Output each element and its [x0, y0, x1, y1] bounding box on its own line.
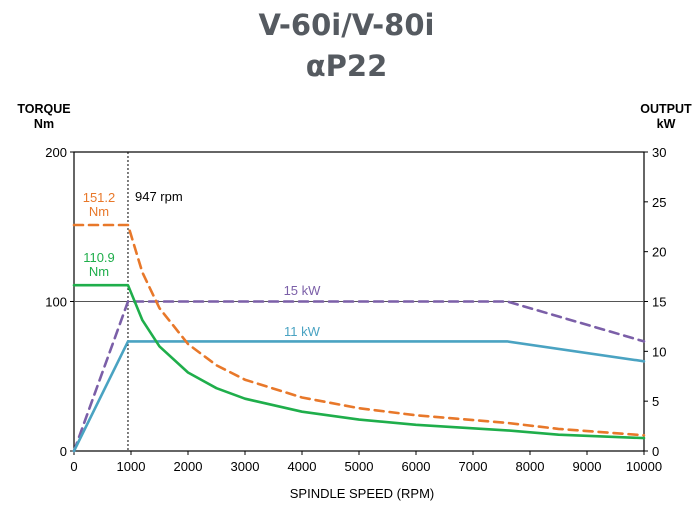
x-tick-label: 1000	[117, 459, 146, 474]
x-tick-label: 8000	[516, 459, 545, 474]
base-speed-label: 947 rpm	[135, 189, 183, 204]
y-right-tick-label: 25	[652, 195, 666, 210]
y-left-tick-label: 0	[60, 444, 67, 459]
x-tick-label: 9000	[573, 459, 602, 474]
series-line-power-15-kw	[72, 300, 646, 453]
y-right-tick-label: 5	[652, 394, 659, 409]
series-line-torque-110-9-nm	[72, 283, 646, 440]
power-low-label: 11 kW	[284, 324, 321, 339]
chart-subtitle: αP22	[305, 49, 388, 83]
torque-high-value-label: 151.2	[83, 190, 116, 205]
y-left-tick-label: 200	[45, 145, 67, 160]
y-left-tick-label: 100	[45, 295, 67, 310]
x-tick-label: 2000	[174, 459, 203, 474]
axis-ticks: 0 1000 2000 3000 4000 5000 6000 7000 8000 9000 100…	[45, 145, 666, 474]
series-line-power-11-kw	[72, 340, 646, 453]
torque-low-unit-label: Nm	[89, 264, 109, 279]
torque-high-unit-label: Nm	[89, 204, 109, 219]
x-tick-label: 4000	[288, 459, 317, 474]
chart-title: V-60i/V-80i	[258, 8, 435, 42]
x-axis-title: SPINDLE SPEED (RPM)	[290, 486, 434, 501]
x-tick-label: 5000	[345, 459, 374, 474]
x-tick-label: 3000	[231, 459, 260, 474]
y-right-axis-title-line1: OUTPUT	[640, 102, 692, 116]
y-right-axis-title-line2: kW	[657, 117, 676, 131]
y-right-tick-label: 0	[652, 444, 659, 459]
y-left-axis-title-line1: TORQUE	[17, 102, 70, 116]
y-right-tick-label: 15	[652, 295, 666, 310]
y-left-axis-title-line2: Nm	[34, 117, 54, 131]
series-line-torque-151-2-nm	[72, 223, 646, 437]
series-group	[72, 223, 646, 453]
power-high-label: 15 kW	[284, 283, 322, 298]
x-tick-label: 7000	[459, 459, 488, 474]
y-right-tick-label: 30	[652, 145, 666, 160]
x-tick-label: 10000	[626, 459, 662, 474]
torque-low-value-label: 110.9	[83, 250, 115, 265]
y-right-tick-label: 20	[652, 245, 666, 260]
x-tick-label: 6000	[402, 459, 431, 474]
y-right-tick-label: 10	[652, 344, 666, 359]
x-tick-label: 0	[70, 459, 77, 474]
